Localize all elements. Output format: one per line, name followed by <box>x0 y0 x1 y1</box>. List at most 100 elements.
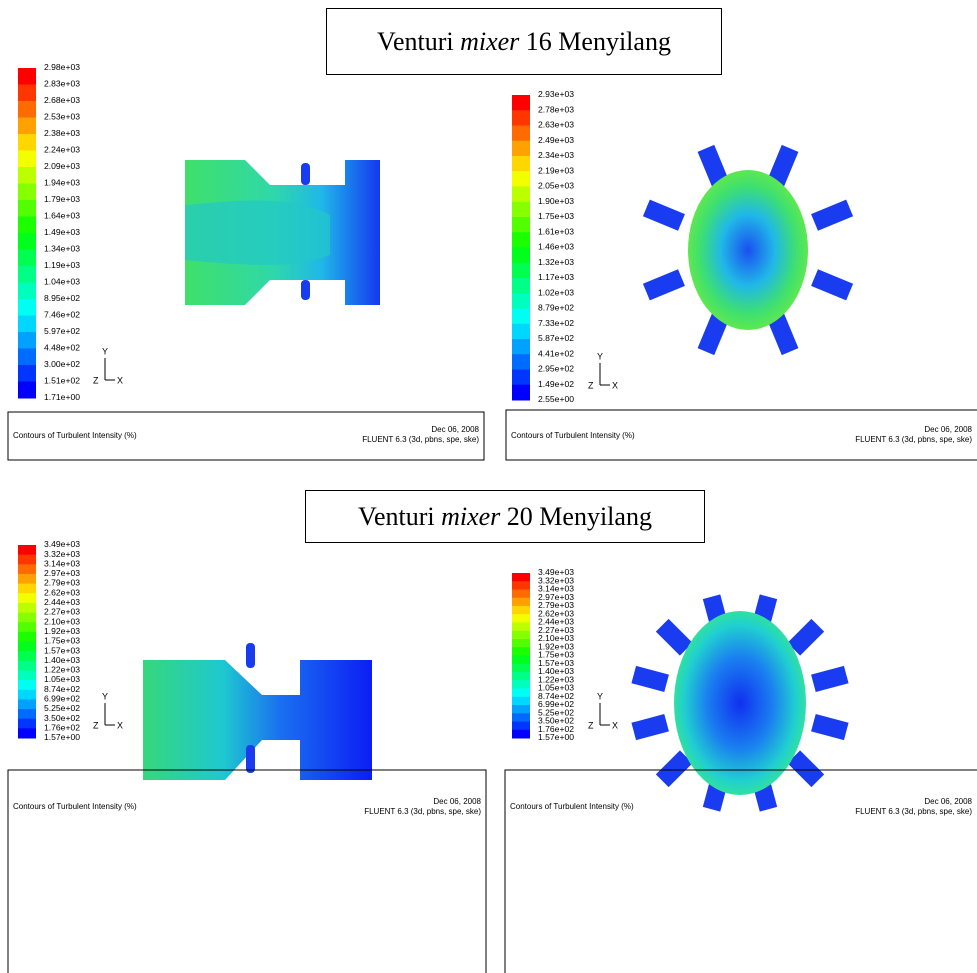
color-swatch <box>512 606 530 615</box>
legend-label: 2.97e+03 <box>538 593 575 602</box>
footer-caption: Contours of Turbulent Intensity (%) <box>13 431 137 440</box>
legend-label: 1.05e+03 <box>44 675 81 684</box>
color-swatch <box>18 622 36 633</box>
color-swatch <box>18 134 36 151</box>
color-swatch <box>512 589 530 599</box>
color-swatch <box>512 729 530 739</box>
color-swatch <box>18 117 36 135</box>
legend-label: 1.51e+02 <box>44 377 81 386</box>
color-swatch <box>512 171 530 187</box>
legend-label: 2.62e+03 <box>44 588 81 597</box>
legend-label: 1.57e+00 <box>44 733 81 742</box>
legend-label: 1.76e+02 <box>538 725 575 734</box>
color-swatch <box>512 156 530 172</box>
panel: 2.98e+03 2.83e+03 2.68e+03 2.53e+03 2.38e+03… <box>7 63 485 461</box>
color-swatch <box>512 721 530 731</box>
legend-label: 1.02e+03 <box>538 288 575 297</box>
spoke <box>642 269 685 301</box>
color-swatch <box>512 696 530 706</box>
color-swatch <box>18 718 36 729</box>
injector <box>301 163 310 185</box>
legend-label: 2.79e+03 <box>44 579 81 588</box>
legend-label: 1.57e+03 <box>538 659 575 668</box>
color-swatch <box>18 332 36 349</box>
legend-label: 2.78e+03 <box>538 105 575 114</box>
color-swatch <box>512 262 530 279</box>
footer-box <box>504 769 977 973</box>
legend-label: 1.46e+03 <box>538 243 575 252</box>
legend-label: 1.34e+03 <box>44 245 81 254</box>
color-swatch <box>18 602 36 614</box>
color-swatch <box>18 670 36 681</box>
color-swatch <box>18 183 36 201</box>
legend-label: 2.95e+02 <box>538 365 575 374</box>
color-swatch <box>512 323 530 340</box>
axis-label: Y <box>102 346 108 356</box>
legend-label: 8.95e+02 <box>44 294 81 303</box>
color-swatch <box>18 101 36 118</box>
color-swatch <box>18 266 36 283</box>
color-swatch <box>18 216 36 234</box>
color-swatch <box>18 315 36 333</box>
legend-label: 1.71e+00 <box>44 393 81 402</box>
color-swatch <box>18 299 36 316</box>
color-swatch <box>512 705 530 714</box>
title-part: mixer <box>460 26 520 56</box>
legend-label: 1.49e+02 <box>538 380 575 389</box>
legend-label: 3.14e+03 <box>538 585 575 594</box>
legend-label: 2.10e+03 <box>538 634 575 643</box>
footer-box <box>7 769 487 973</box>
legend-label: 3.14e+03 <box>44 559 81 568</box>
legend-label: 2.83e+03 <box>44 80 81 89</box>
legend-label: 1.19e+03 <box>44 261 81 270</box>
injector <box>301 280 310 300</box>
section-title: Venturi mixer 20 Menyilang <box>305 490 705 543</box>
footer-box <box>505 409 977 461</box>
color-swatch <box>18 200 36 217</box>
legend-label: 1.76e+02 <box>44 723 81 732</box>
footer-date: Dec 06, 2008 <box>431 425 479 434</box>
color-swatch <box>18 365 36 382</box>
footer-solver: FLUENT 6.3 (3d, pbns, spe, ske) <box>855 807 972 816</box>
footer-date: Dec 06, 2008 <box>924 797 972 806</box>
color-swatch <box>18 680 36 691</box>
legend-label: 3.32e+03 <box>44 550 81 559</box>
panel: 2.93e+03 2.78e+03 2.63e+03 2.49e+03 2.34e+03… <box>505 90 977 461</box>
title-part: Venturi <box>377 26 461 56</box>
legend-label: 2.53e+03 <box>44 113 81 122</box>
legend-label: 1.04e+03 <box>44 278 81 287</box>
legend-label: 1.75e+03 <box>538 651 575 660</box>
color-swatch <box>18 167 36 184</box>
color-swatch <box>18 631 36 642</box>
footer-date: Dec 06, 2008 <box>924 425 972 434</box>
legend-label: 3.50e+02 <box>538 717 575 726</box>
color-swatch <box>18 573 36 585</box>
legend-label: 1.22e+03 <box>538 675 575 684</box>
axis-label: Z <box>93 375 99 385</box>
legend-label: 1.94e+03 <box>44 179 81 188</box>
section-title: Venturi mixer 16 Menyilang <box>326 8 722 75</box>
axis-label: X <box>117 720 123 730</box>
color-swatch <box>512 308 530 325</box>
color-swatch <box>512 655 530 665</box>
legend-label: 1.32e+03 <box>538 258 575 267</box>
axis-label: Y <box>597 691 603 701</box>
spoke <box>811 713 849 741</box>
legend-label: 1.40e+03 <box>44 656 81 665</box>
title-part: Venturi <box>358 501 442 531</box>
footer-box <box>7 411 485 461</box>
legend-label: 3.50e+02 <box>44 714 81 723</box>
color-swatch <box>18 282 36 300</box>
legend-label: 2.27e+03 <box>538 626 575 635</box>
color-swatch <box>512 140 530 157</box>
color-swatch <box>512 247 530 264</box>
legend-label: 6.99e+02 <box>44 695 81 704</box>
legend-label: 5.97e+02 <box>44 327 81 336</box>
legend-label: 4.48e+02 <box>44 344 81 353</box>
legend-label: 5.25e+02 <box>538 708 575 717</box>
spoke <box>811 269 854 301</box>
color-swatch <box>512 672 530 681</box>
legend-label: 2.97e+03 <box>44 569 81 578</box>
color-swatch <box>512 186 530 203</box>
legend-label: 1.75e+03 <box>538 212 575 221</box>
